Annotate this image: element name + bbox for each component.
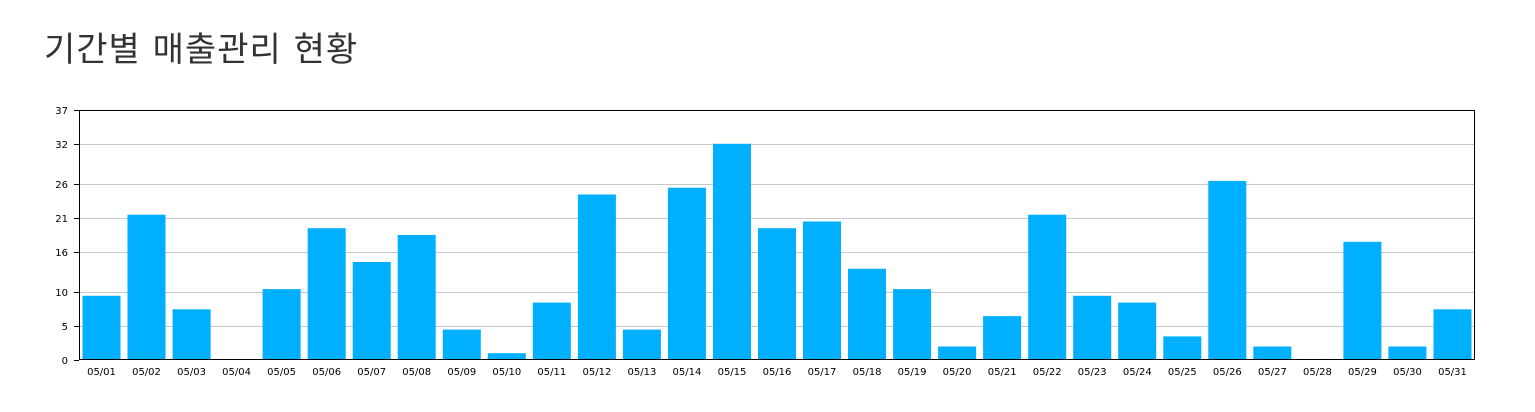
x-tick-label: 05/12 (582, 367, 611, 378)
bar (1343, 241, 1382, 360)
x-tick-label: 05/22 (1033, 367, 1062, 378)
x-tick-label: 05/24 (1123, 367, 1152, 378)
x-tick-label: 05/27 (1258, 367, 1287, 378)
x-tick-label: 05/20 (943, 367, 972, 378)
x-tick-label: 05/15 (718, 367, 747, 378)
x-tick-label: 05/14 (672, 367, 701, 378)
x-tick-label: 05/09 (447, 367, 476, 378)
x-tick-label: 05/16 (763, 367, 792, 378)
bar (442, 329, 481, 360)
bar (487, 353, 526, 360)
x-tick-label: 05/21 (988, 367, 1017, 378)
y-tick-label: 26 (55, 180, 68, 191)
x-tick-label: 05/03 (177, 367, 206, 378)
bar (397, 235, 436, 360)
y-tick-label: 5 (62, 322, 68, 333)
bar (758, 228, 796, 360)
y-tick-label: 16 (55, 248, 68, 259)
bar (262, 289, 301, 360)
bar (713, 143, 751, 360)
bar (352, 262, 391, 360)
x-tick-label: 05/30 (1393, 367, 1422, 378)
x-tick-labels: 05/01 05/02 05/03 05/04 05/05 05/06 05/07 05/08… (87, 367, 1467, 378)
x-tick-label: 05/05 (267, 367, 296, 378)
y-tick-label: 37 (55, 106, 68, 117)
bars (82, 143, 1472, 360)
bar (1253, 346, 1292, 360)
bar (172, 309, 211, 360)
x-tick-label: 05/29 (1348, 367, 1377, 378)
bar (938, 346, 977, 360)
bar (1118, 302, 1157, 360)
bar (983, 316, 1022, 360)
x-tick-label: 05/17 (808, 367, 837, 378)
y-tick-label: 0 (62, 356, 68, 367)
x-tick-label: 05/31 (1438, 367, 1467, 378)
axes (74, 110, 1475, 361)
x-tick-label: 05/08 (402, 367, 431, 378)
x-tick-label: 05/18 (853, 367, 882, 378)
bar (1433, 309, 1472, 360)
y-tick-labels: 0 5 10 16 21 26 32 37 (55, 106, 68, 367)
bar (577, 194, 616, 360)
bar (1028, 214, 1067, 360)
x-tick-label: 05/23 (1078, 367, 1107, 378)
x-tick-label: 05/07 (357, 367, 386, 378)
bar (1388, 346, 1427, 360)
bar (532, 302, 571, 360)
bar (1073, 295, 1112, 360)
x-tick-label: 05/25 (1168, 367, 1197, 378)
x-tick-label: 05/26 (1213, 367, 1242, 378)
x-tick-label: 05/02 (132, 367, 161, 378)
x-tick-label: 05/01 (87, 367, 116, 378)
bar (803, 221, 841, 360)
x-tick-label: 05/11 (537, 367, 566, 378)
x-tick-label: 05/19 (898, 367, 927, 378)
y-tick-label: 21 (55, 214, 68, 225)
bar (893, 289, 932, 360)
x-tick-label: 05/06 (312, 367, 341, 378)
plot-frame (79, 110, 1475, 360)
page-title: 기간별 매출관리 현황 (44, 30, 359, 70)
bar (622, 329, 661, 360)
bar (1208, 180, 1247, 360)
bar (848, 268, 886, 360)
bar (667, 187, 706, 360)
bar (307, 228, 346, 360)
x-tick-label: 05/10 (492, 367, 521, 378)
y-tick-label: 32 (55, 140, 68, 151)
bar (82, 295, 121, 360)
x-tick-label: 05/13 (627, 367, 656, 378)
bar (1163, 336, 1202, 360)
x-tick-label: 05/04 (222, 367, 251, 378)
y-tick-label: 10 (55, 288, 68, 299)
x-tick-label: 05/28 (1303, 367, 1332, 378)
bar (127, 214, 166, 360)
